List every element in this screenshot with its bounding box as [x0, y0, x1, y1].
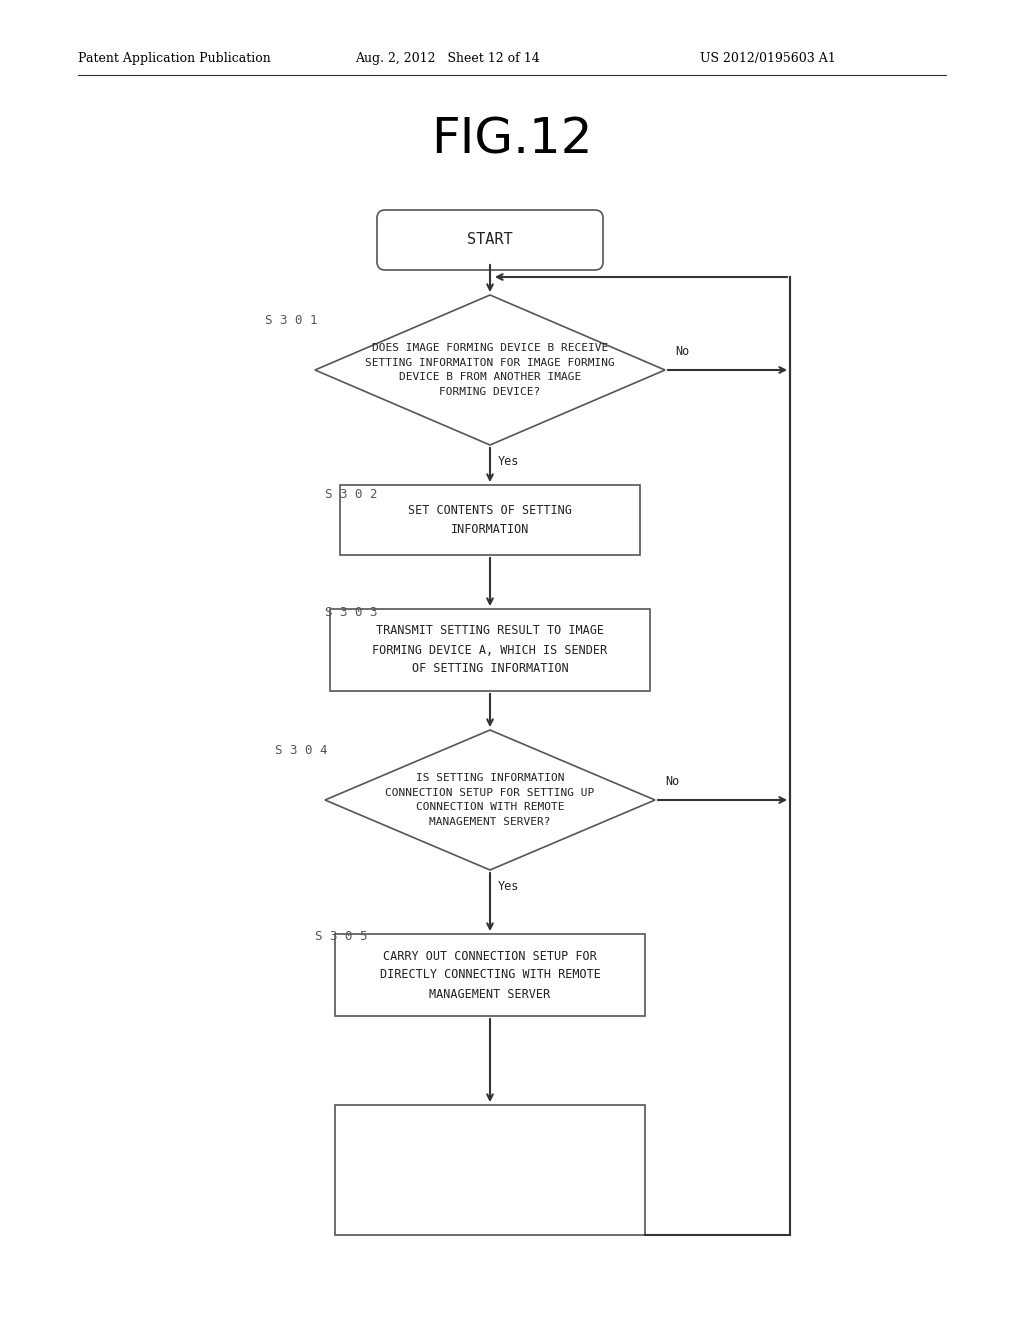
Bar — [335, 935, 645, 1016]
Bar — [330, 609, 650, 690]
Text: TRANSMIT SETTING RESULT TO IMAGE
FORMING DEVICE A, WHICH IS SENDER
OF SETTING IN: TRANSMIT SETTING RESULT TO IMAGE FORMING… — [373, 624, 607, 676]
Text: DOES IMAGE FORMING DEVICE B RECEIVE
SETTING INFORMAITON FOR IMAGE FORMING
DEVICE: DOES IMAGE FORMING DEVICE B RECEIVE SETT… — [366, 343, 614, 397]
FancyBboxPatch shape — [377, 210, 603, 271]
Text: Yes: Yes — [498, 880, 519, 894]
Bar — [335, 1105, 645, 1236]
Text: S 3 0 1: S 3 0 1 — [265, 314, 317, 326]
Text: CARRY OUT CONNECTION SETUP FOR
DIRECTLY CONNECTING WITH REMOTE
MANAGEMENT SERVER: CARRY OUT CONNECTION SETUP FOR DIRECTLY … — [380, 949, 600, 1001]
Text: START: START — [467, 232, 513, 248]
Text: US 2012/0195603 A1: US 2012/0195603 A1 — [700, 51, 836, 65]
Text: IS SETTING INFORMATION
CONNECTION SETUP FOR SETTING UP
CONNECTION WITH REMOTE
MA: IS SETTING INFORMATION CONNECTION SETUP … — [385, 772, 595, 828]
Polygon shape — [325, 730, 655, 870]
Text: S 3 0 3: S 3 0 3 — [325, 606, 378, 619]
Bar — [340, 484, 640, 554]
Text: FIG.12: FIG.12 — [431, 115, 593, 162]
Text: No: No — [675, 345, 689, 358]
Polygon shape — [315, 294, 665, 445]
Text: Aug. 2, 2012   Sheet 12 of 14: Aug. 2, 2012 Sheet 12 of 14 — [355, 51, 540, 65]
Text: Patent Application Publication: Patent Application Publication — [78, 51, 270, 65]
Text: S 3 0 4: S 3 0 4 — [275, 743, 328, 756]
Text: S 3 0 2: S 3 0 2 — [325, 488, 378, 502]
Text: Yes: Yes — [498, 455, 519, 469]
Text: No: No — [665, 775, 679, 788]
Text: S 3 0 5: S 3 0 5 — [315, 931, 368, 944]
Text: SET CONTENTS OF SETTING
INFORMATION: SET CONTENTS OF SETTING INFORMATION — [408, 504, 572, 536]
